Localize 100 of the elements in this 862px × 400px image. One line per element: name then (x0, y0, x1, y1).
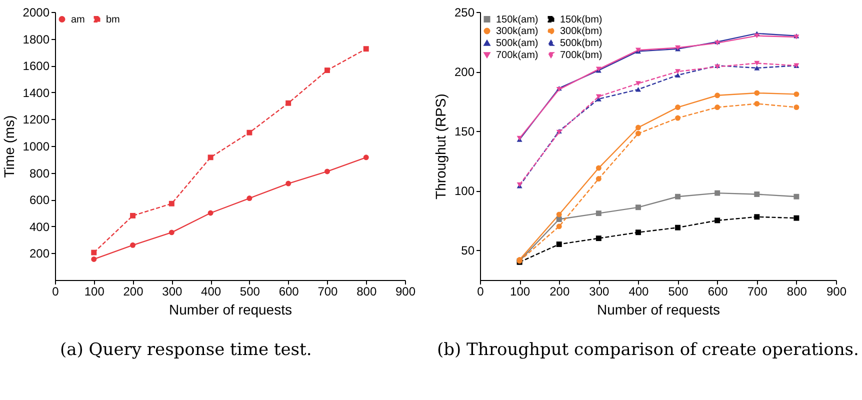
legend-label: 500k(bm) (560, 38, 602, 49)
x-tick-label: 100 (84, 284, 105, 298)
point (91, 256, 97, 262)
y-tick-label: 250 (454, 6, 475, 20)
point (635, 204, 641, 210)
point (675, 104, 681, 110)
point (635, 130, 641, 136)
legend-label: 300k(bm) (560, 26, 602, 37)
point (130, 242, 136, 248)
x-tick-label: 600 (278, 284, 300, 298)
x-tick-label: 300 (162, 284, 182, 298)
point (794, 194, 800, 200)
point (208, 210, 214, 216)
point (596, 94, 602, 99)
point (363, 46, 369, 52)
point (794, 215, 800, 221)
point (754, 66, 760, 70)
point (596, 176, 602, 182)
point (754, 90, 760, 96)
point (675, 69, 681, 74)
y-tick-label: 100 (454, 184, 475, 198)
x-tick-label: 300 (589, 284, 610, 298)
point (675, 194, 681, 200)
y-tick-label: 800 (29, 166, 50, 180)
point (596, 165, 602, 171)
x-tick-label: 600 (708, 284, 728, 298)
point (635, 87, 641, 92)
x-tick-label: 0 (477, 284, 484, 298)
text: (a) Query response time test. (59, 339, 313, 362)
y-tick-label: 150 (454, 124, 475, 139)
point (286, 180, 292, 186)
x-tick-label: 400 (201, 284, 222, 298)
point (596, 210, 602, 216)
point (556, 242, 562, 248)
y-tick-label: 1800 (22, 32, 50, 46)
point (556, 216, 562, 222)
point (635, 81, 641, 86)
point (91, 250, 97, 256)
point (324, 168, 330, 174)
point (596, 236, 602, 242)
y-axis-title: Time (ms) (0, 115, 17, 178)
point (714, 190, 720, 196)
y-tick-label: 600 (29, 193, 50, 208)
x-tick-label: 400 (628, 284, 650, 298)
x-tick-label: 0 (52, 284, 60, 298)
point (754, 60, 760, 66)
point (754, 100, 760, 106)
x-tick-label: 900 (826, 284, 847, 298)
point (754, 214, 760, 220)
point (714, 104, 720, 110)
y-tick-label: 200 (454, 65, 475, 80)
legend-label: 300k(am) (496, 26, 538, 37)
x-tick-label: 800 (786, 284, 808, 298)
x-tick-label: 500 (240, 284, 260, 298)
point (208, 154, 214, 160)
point (675, 224, 681, 230)
legend-label: 150k(am) (496, 14, 538, 26)
x-tick-label: 500 (668, 284, 689, 298)
y-tick-label: 1400 (22, 86, 50, 100)
point (754, 33, 760, 38)
legend-label: 700k(am) (496, 50, 538, 61)
point (635, 124, 641, 130)
y-tick-label: 1000 (22, 140, 50, 154)
point (168, 200, 174, 206)
point (714, 218, 720, 224)
y-tick-label: 1600 (22, 59, 50, 74)
x-tick-label: 200 (123, 284, 144, 298)
legend-label: 700k(bm) (560, 50, 602, 61)
y-tick-label: 1200 (22, 112, 50, 127)
point (363, 154, 369, 160)
point (714, 92, 720, 98)
y-axis-title: Throughut (RPS) (432, 94, 448, 200)
point (635, 230, 641, 236)
legend-label: 500k(am) (496, 38, 538, 49)
point (324, 68, 330, 74)
x-tick-label: 900 (395, 284, 416, 298)
y-tick-label: 50 (461, 244, 475, 258)
x-axis-title: Number of requests (169, 302, 292, 318)
x-tick-label: 200 (550, 284, 570, 298)
point (556, 224, 562, 230)
point (246, 130, 252, 136)
legend-label: am (71, 14, 85, 26)
point (130, 212, 136, 218)
point (794, 104, 800, 110)
point (168, 230, 174, 236)
point (286, 100, 292, 106)
x-tick-label: 700 (318, 284, 338, 298)
point (754, 192, 760, 197)
y-tick-label: 2000 (22, 6, 50, 20)
legend-label: 150k(bm) (560, 14, 602, 26)
y-tick-label: 400 (29, 220, 50, 234)
legend-label: bm (106, 14, 120, 26)
x-tick-label: 800 (356, 284, 377, 298)
point (246, 196, 252, 201)
point (794, 91, 800, 97)
point (675, 72, 681, 78)
x-tick-label: 700 (747, 284, 768, 298)
point (675, 115, 681, 121)
x-tick-label: 100 (510, 284, 530, 298)
point (556, 212, 562, 218)
